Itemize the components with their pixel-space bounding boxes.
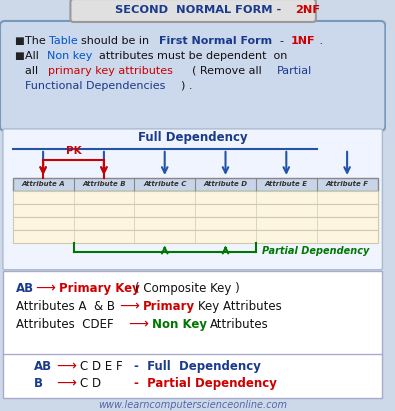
Text: ⟶: ⟶ xyxy=(35,282,55,296)
Text: C D: C D xyxy=(80,377,102,390)
Text: attributes must be dependent  on: attributes must be dependent on xyxy=(99,51,287,61)
Text: Attribute D: Attribute D xyxy=(203,181,248,187)
Text: ( Composite Key ): ( Composite Key ) xyxy=(135,282,240,295)
FancyBboxPatch shape xyxy=(70,0,316,22)
Text: ⟶: ⟶ xyxy=(128,318,148,332)
Text: Non Key: Non Key xyxy=(152,318,207,331)
Text: www.learncomputerscienceonline.com: www.learncomputerscienceonline.com xyxy=(98,399,287,410)
Text: Attribute C: Attribute C xyxy=(143,181,186,187)
Text: First Normal Form: First Normal Form xyxy=(160,36,273,46)
Text: Partial Dependency: Partial Dependency xyxy=(262,246,369,256)
Text: Full Dependency: Full Dependency xyxy=(138,132,248,144)
Text: ( Remove all: ( Remove all xyxy=(192,66,265,76)
Text: Attribute A: Attribute A xyxy=(21,181,65,187)
FancyBboxPatch shape xyxy=(3,354,382,397)
FancyBboxPatch shape xyxy=(0,21,386,131)
Text: should be in: should be in xyxy=(81,36,153,46)
Text: ) .: ) . xyxy=(181,81,192,91)
Text: Functional Dependencies: Functional Dependencies xyxy=(25,81,166,91)
Bar xyxy=(13,204,378,217)
Text: ⟶: ⟶ xyxy=(119,300,139,314)
Text: 2NF: 2NF xyxy=(295,5,320,16)
FancyBboxPatch shape xyxy=(3,271,382,355)
Bar xyxy=(13,178,378,191)
Text: C D E F: C D E F xyxy=(80,360,123,373)
Bar xyxy=(13,230,378,243)
Text: Primary Key: Primary Key xyxy=(59,282,139,295)
Bar xyxy=(13,217,378,230)
Text: All: All xyxy=(25,51,43,61)
Text: 1NF: 1NF xyxy=(290,36,315,46)
Text: .: . xyxy=(316,36,323,46)
Text: Primary: Primary xyxy=(143,300,195,313)
Text: all: all xyxy=(25,66,42,76)
Text: Non key: Non key xyxy=(47,51,92,61)
Text: ■: ■ xyxy=(14,51,23,61)
FancyBboxPatch shape xyxy=(3,129,382,270)
Text: Attribute F: Attribute F xyxy=(325,181,369,187)
Text: Partial: Partial xyxy=(277,66,312,76)
Text: PK: PK xyxy=(66,146,81,156)
Text: ⟶: ⟶ xyxy=(56,360,75,374)
Text: -: - xyxy=(280,36,287,46)
Text: SECOND  NORMAL FORM -: SECOND NORMAL FORM - xyxy=(115,5,286,16)
Text: Key Attributes: Key Attributes xyxy=(198,300,281,313)
Text: ■: ■ xyxy=(14,36,23,46)
Text: ⟶: ⟶ xyxy=(56,376,75,390)
Text: Attributes: Attributes xyxy=(210,318,269,331)
Text: Table: Table xyxy=(49,36,78,46)
Text: AB: AB xyxy=(34,360,53,373)
Text: primary key attributes: primary key attributes xyxy=(48,66,173,76)
Text: B: B xyxy=(34,377,43,390)
Text: -  Partial Dependency: - Partial Dependency xyxy=(134,377,277,390)
Text: Attribute B: Attribute B xyxy=(82,181,126,187)
Text: The: The xyxy=(25,36,50,46)
Bar xyxy=(13,191,378,204)
Text: Attributes  CDEF: Attributes CDEF xyxy=(16,318,113,331)
Text: Attributes A: Attributes A xyxy=(16,300,86,313)
Text: AB: AB xyxy=(16,282,34,295)
Text: -  Full  Dependency: - Full Dependency xyxy=(134,360,261,373)
Text: & B: & B xyxy=(94,300,115,313)
Text: Attribute E: Attribute E xyxy=(265,181,308,187)
